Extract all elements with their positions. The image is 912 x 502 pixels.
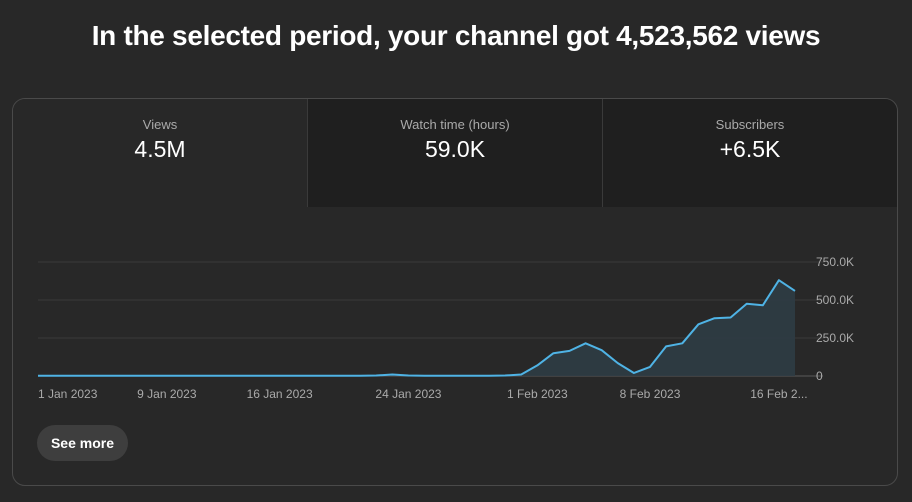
tab-subscribers[interactable]: Subscribers +6.5K <box>602 99 897 207</box>
x-tick-label: 16 Jan 2023 <box>247 387 313 401</box>
y-tick-label: 0 <box>816 369 823 383</box>
analytics-card: Views 4.5M Watch time (hours) 59.0K Subs… <box>12 98 898 486</box>
tab-views[interactable]: Views 4.5M <box>13 99 307 207</box>
y-tick-label: 500.0K <box>816 293 854 307</box>
tab-watch-time[interactable]: Watch time (hours) 59.0K <box>307 99 602 207</box>
views-line <box>38 279 796 377</box>
x-tick-label: 8 Feb 2023 <box>620 387 681 401</box>
y-tick-label: 250.0K <box>816 331 854 345</box>
tab-label: Watch time (hours) <box>400 117 510 132</box>
tab-value: +6.5K <box>719 136 781 162</box>
views-line-chart: 750.0K 500.0K 250.0K 0 1 Jan 2023 9 Jan 2023 1… <box>38 255 854 401</box>
metric-tabs: Views 4.5M Watch time (hours) 59.0K Subs… <box>13 99 897 207</box>
x-tick-label: 9 Jan 2023 <box>137 387 197 401</box>
page-headline: In the selected period, your channel got… <box>91 20 821 51</box>
x-tick-label: 1 Jan 2023 <box>38 387 98 401</box>
tab-label: Views <box>142 117 178 132</box>
see-more-button[interactable]: See more <box>37 425 128 461</box>
tab-value: 59.0K <box>424 136 486 162</box>
x-tick-label: 24 Jan 2023 <box>375 387 441 401</box>
x-tick-label: 1 Feb 2023 <box>507 387 568 401</box>
views-area <box>38 280 795 376</box>
x-tick-label: 16 Feb 2... <box>750 387 807 401</box>
tab-value: 4.5M <box>134 136 186 162</box>
y-tick-label: 750.0K <box>816 255 854 269</box>
tab-label: Subscribers <box>715 117 785 132</box>
